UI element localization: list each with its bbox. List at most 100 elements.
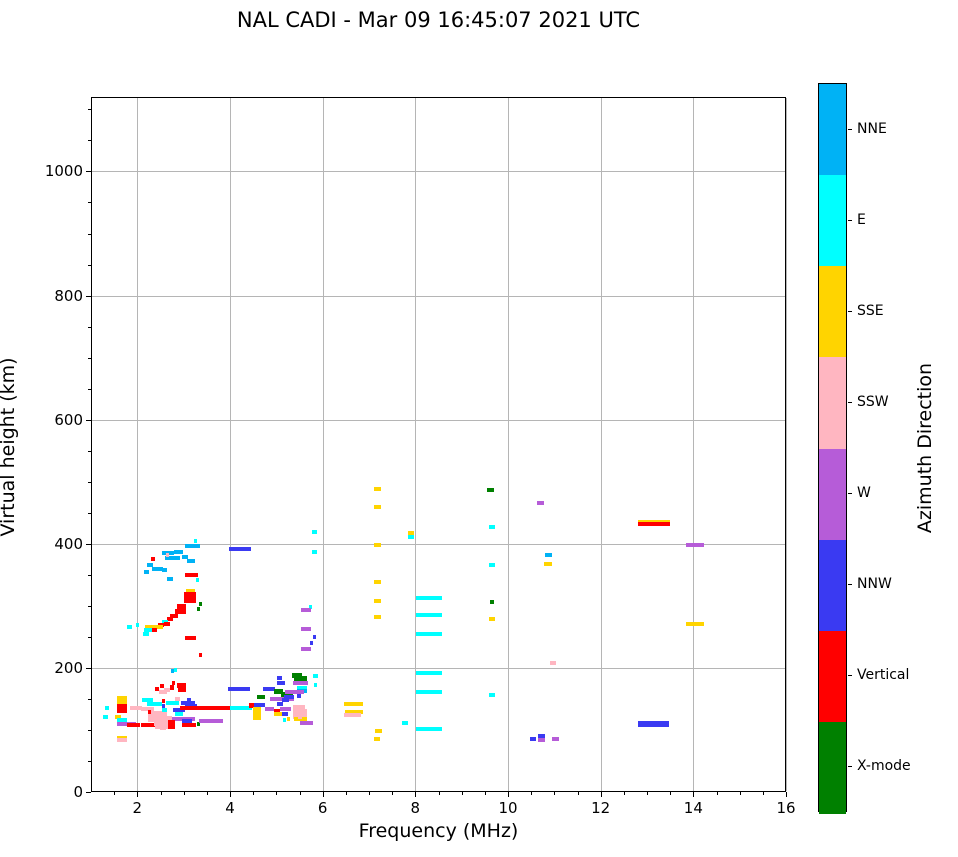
data-point	[286, 716, 290, 721]
x-major-tick	[693, 792, 695, 797]
data-point	[313, 674, 319, 679]
y-tick-label: 400	[54, 534, 83, 553]
data-point	[146, 562, 153, 567]
data-point	[127, 624, 132, 629]
x-tick-label: 2	[132, 799, 143, 817]
colorbar-segment-nnw	[819, 539, 846, 632]
data-point	[154, 686, 160, 691]
data-point	[126, 723, 140, 728]
data-point	[172, 716, 196, 721]
y-tick-label: 0	[73, 783, 83, 801]
data-point	[281, 712, 288, 717]
data-point	[161, 699, 165, 704]
data-point	[103, 715, 108, 720]
data-point	[161, 703, 165, 708]
y-minor-tick	[88, 109, 91, 111]
colorbar-segment-ssw	[819, 357, 846, 449]
data-point	[685, 621, 704, 626]
data-point	[262, 686, 275, 691]
data-point	[373, 737, 380, 741]
y-minor-tick	[88, 729, 91, 731]
data-point	[184, 572, 198, 577]
data-point	[552, 737, 560, 741]
data-point	[197, 722, 201, 727]
data-point	[292, 681, 308, 686]
x-gridline	[600, 98, 602, 791]
data-point	[117, 738, 127, 743]
y-minor-tick	[88, 605, 91, 607]
x-minor-tick	[670, 792, 672, 795]
y-major-tick	[86, 543, 91, 545]
chart-title: NAL CADI - Mar 09 16:45:07 2021 UTC	[236, 8, 641, 32]
data-point	[373, 580, 382, 585]
y-minor-tick	[88, 698, 91, 700]
x-minor-tick	[577, 792, 579, 795]
data-point	[373, 598, 382, 603]
data-point	[252, 714, 261, 720]
data-point	[198, 653, 202, 658]
colorbar-category-label: SSE	[857, 302, 884, 319]
data-point	[167, 576, 174, 581]
data-point	[115, 715, 121, 720]
data-point	[545, 552, 553, 557]
data-point	[273, 711, 282, 716]
y-minor-tick	[88, 450, 91, 452]
data-point	[198, 602, 202, 607]
data-point	[374, 728, 382, 733]
x-minor-tick	[392, 792, 394, 795]
data-point	[637, 522, 671, 527]
data-point	[182, 722, 197, 727]
x-tick-label: 12	[591, 799, 611, 817]
x-gridline	[230, 98, 231, 791]
y-gridline	[92, 667, 785, 669]
data-point	[301, 607, 311, 612]
data-point	[543, 562, 552, 567]
data-point	[152, 566, 164, 571]
x-minor-tick	[299, 792, 301, 795]
data-point	[264, 707, 275, 712]
data-point	[116, 721, 136, 726]
colorbar-segment-x-mode	[819, 721, 846, 814]
data-point	[416, 595, 443, 600]
y-minor-tick	[88, 233, 91, 235]
colorbar-tick	[848, 766, 852, 768]
y-major-tick	[86, 171, 91, 173]
x-major-tick	[415, 792, 417, 797]
data-point	[186, 697, 191, 702]
y-minor-tick	[88, 388, 91, 390]
x-minor-tick	[484, 792, 486, 795]
data-point	[489, 617, 495, 622]
y-minor-tick	[88, 140, 91, 142]
data-point	[301, 627, 311, 632]
colorbar-tick	[848, 401, 852, 403]
data-point	[167, 724, 175, 730]
data-point	[536, 500, 544, 505]
data-point	[147, 709, 152, 714]
colorbar-segment-nne	[819, 84, 846, 176]
data-point	[228, 546, 251, 551]
data-point	[297, 685, 307, 690]
data-point	[160, 726, 166, 731]
data-point	[152, 628, 157, 633]
y-minor-tick	[88, 481, 91, 483]
data-point	[193, 539, 198, 544]
data-point	[252, 711, 261, 717]
y-minor-tick	[88, 636, 91, 638]
data-point	[117, 699, 127, 705]
x-tick-label: 8	[410, 799, 421, 817]
y-major-tick	[86, 792, 91, 793]
data-point	[182, 554, 189, 559]
colorbar-category-label: SSW	[857, 393, 889, 410]
data-point	[312, 549, 317, 554]
x-major-tick	[600, 792, 602, 797]
y-minor-tick	[88, 512, 91, 514]
data-point	[197, 606, 201, 611]
y-major-tick	[86, 667, 91, 669]
data-point	[274, 689, 284, 695]
data-point	[416, 727, 443, 732]
plot-area	[91, 97, 787, 792]
x-minor-tick	[647, 792, 648, 795]
data-point	[298, 704, 303, 710]
y-gridline	[92, 295, 785, 297]
